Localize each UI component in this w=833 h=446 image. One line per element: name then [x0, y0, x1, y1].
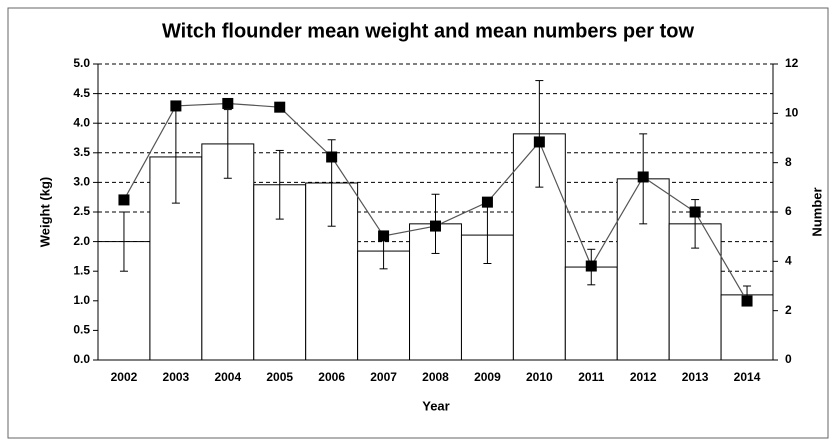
- x-tick-label: 2012: [630, 370, 657, 384]
- x-tick-label: 2014: [734, 370, 761, 384]
- line-marker: [274, 101, 286, 113]
- y2-tick-label: 10: [785, 106, 799, 120]
- y2-tick-label: 2: [785, 303, 792, 317]
- y-tick-label: 3.0: [73, 175, 90, 189]
- line-marker: [533, 136, 545, 148]
- y-tick-label: 4.5: [73, 86, 90, 100]
- y2-tick-label: 12: [785, 56, 799, 70]
- y2-tick-label: 8: [785, 155, 792, 169]
- line-marker: [170, 100, 182, 112]
- x-tick-label: 2009: [474, 370, 501, 384]
- x-axis-title: Year: [422, 398, 449, 413]
- line-marker: [326, 151, 338, 163]
- x-tick-label: 2008: [422, 370, 449, 384]
- y-tick-label: 2.0: [73, 234, 90, 248]
- y-tick-label: 1.0: [73, 293, 90, 307]
- y-tick-label: 5.0: [73, 56, 90, 70]
- line-marker: [585, 260, 597, 272]
- x-tick-label: 2004: [214, 370, 241, 384]
- error-bar: [275, 149, 284, 220]
- line-marker: [741, 295, 753, 307]
- y-axis-title: Weight (kg): [37, 177, 52, 248]
- bar: [201, 143, 255, 361]
- chart-title: Witch flounder mean weight and mean numb…: [162, 20, 695, 42]
- line-marker: [689, 206, 701, 218]
- error-bar: [223, 109, 232, 179]
- line-marker: [481, 196, 493, 208]
- x-tick-label: 2002: [111, 370, 138, 384]
- error-bar: [119, 211, 128, 272]
- line-marker: [637, 171, 649, 183]
- chart-frame: [7, 7, 829, 439]
- x-tick-label: 2003: [163, 370, 190, 384]
- x-tick-label: 2005: [266, 370, 293, 384]
- y-tick-label: 3.5: [73, 145, 90, 159]
- x-tick-label: 2006: [318, 370, 345, 384]
- y2-tick-label: 0: [785, 352, 792, 366]
- line-marker: [222, 97, 234, 109]
- y-tick-label: 1.5: [73, 263, 90, 277]
- y2-tick-label: 6: [785, 204, 792, 218]
- x-tick-label: 2007: [370, 370, 397, 384]
- x-tick-label: 2011: [578, 370, 604, 384]
- y-tick-label: 4.0: [73, 115, 90, 129]
- x-tick-label: 2013: [682, 370, 709, 384]
- y2-axis-title: Number: [809, 187, 824, 236]
- y-tick-label: 0.5: [73, 323, 90, 337]
- x-tick-label: 2010: [526, 370, 553, 384]
- line-marker: [118, 194, 130, 206]
- y-tick-label: 0.0: [73, 352, 90, 366]
- line-marker: [430, 220, 441, 232]
- line-marker: [378, 230, 390, 242]
- error-bar: [535, 80, 544, 188]
- y-tick-label: 2.5: [73, 204, 90, 218]
- y2-tick-label: 4: [785, 254, 792, 268]
